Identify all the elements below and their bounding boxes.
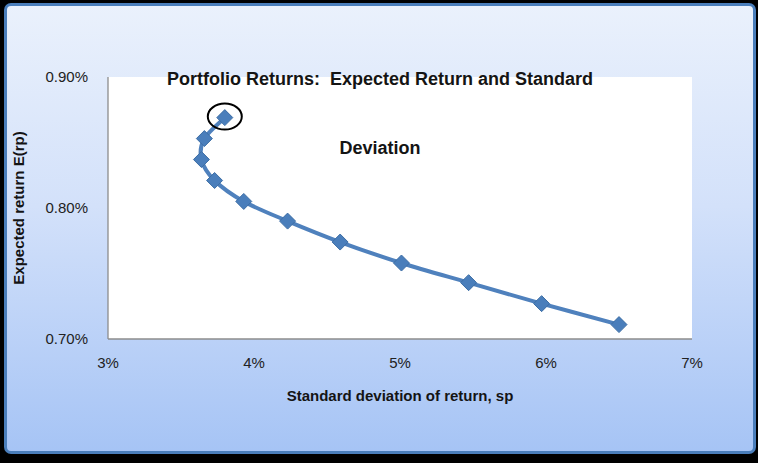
chart-title-line-2: Deviation — [7, 137, 753, 160]
y-tick-label: 0.70% — [18, 329, 88, 349]
x-tick-label: 3% — [76, 354, 140, 371]
y-tick-label: 0.90% — [18, 67, 88, 87]
x-tick-label: 7% — [660, 354, 724, 371]
portfolio-chart: Portfolio Returns: Expected Return and S… — [4, 3, 756, 454]
y-tick-label: 0.80% — [18, 198, 88, 218]
x-tick-label: 6% — [514, 354, 578, 371]
x-tick-label: 5% — [368, 354, 432, 371]
x-tick-label: 4% — [222, 354, 286, 371]
x-axis-title: Standard deviation of return, sp — [108, 387, 692, 404]
chart-title: Portfolio Returns: Expected Return and S… — [7, 22, 753, 206]
screenshot-background: { "chart_data": { "type": "scatter", "ti… — [0, 0, 758, 463]
chart-title-line-1: Portfolio Returns: Expected Return and S… — [7, 68, 753, 91]
